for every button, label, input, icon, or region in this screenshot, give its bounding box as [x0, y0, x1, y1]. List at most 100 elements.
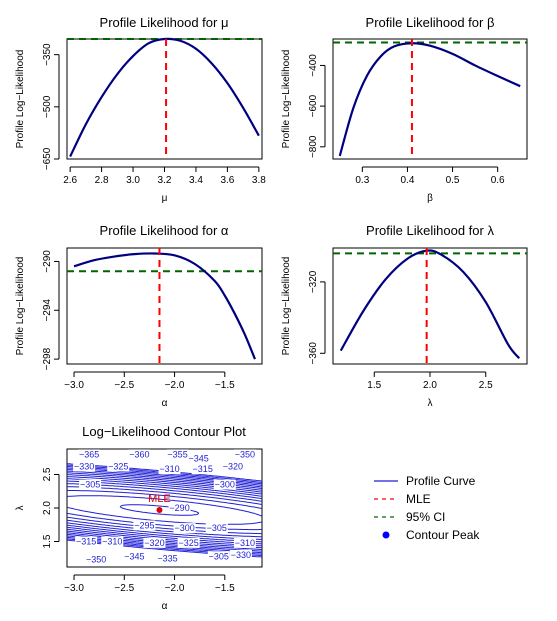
x-tick-label: 1.5 [367, 380, 381, 391]
panel-4: Log−Likelihood Contour Plot −3.0 −2.5 −2.0 −… [15, 424, 263, 612]
x-axis-label: μ [162, 193, 168, 204]
x-tick-label: 0.5 [446, 175, 460, 186]
contour-label: −300 [215, 480, 235, 490]
contour-label-bg [233, 537, 256, 548]
contour-label: −310 [159, 464, 179, 474]
contour-label-bg [158, 464, 181, 475]
x-tick-label: −2.5 [114, 380, 134, 391]
y-tick-label: −800 [308, 135, 319, 158]
contour-label-bg [221, 461, 244, 472]
contour-label-bg [78, 449, 101, 460]
contour-label: −290 [169, 503, 189, 513]
profile-curve [339, 249, 521, 360]
contour-label: −320 [223, 461, 243, 471]
contour-label: −330 [231, 550, 251, 560]
contour-label-bg [73, 461, 96, 472]
x-tick-label: 3.8 [252, 175, 266, 186]
contour-label-bg [207, 551, 230, 562]
x-tick-label: −2.5 [114, 583, 134, 594]
contour-label: −360 [129, 449, 149, 459]
plot-frame [66, 247, 263, 365]
x-tick-label: −3.0 [64, 380, 84, 391]
y-tick-label: −600 [308, 94, 319, 117]
contour-label-bg [123, 551, 146, 562]
y-axis-label: Profile Log−Likelihood [281, 257, 292, 356]
y-tick-label: −350 [42, 43, 53, 66]
x-axis-label: α [162, 601, 168, 612]
x-tick-label: −3.0 [64, 583, 84, 594]
contour-label-bg [168, 503, 191, 513]
contour-label-bg [75, 536, 98, 547]
contour-label-bg [191, 464, 214, 475]
y-tick-label: −298 [42, 347, 53, 370]
contour-label: −295 [134, 520, 154, 530]
contour-label: −350 [235, 449, 255, 459]
contour-label-bg [213, 479, 236, 490]
contour-label: −330 [74, 461, 94, 471]
mle-point [156, 507, 163, 514]
x-tick-label: −2.0 [165, 583, 185, 594]
x-tick-label: −1.5 [215, 380, 235, 391]
contour-label-bg [187, 453, 210, 464]
panel-0: Profile Likelihood for μ 2.6 2.8 3.0 3.2 3.4 3… [15, 15, 266, 204]
profile-curve [69, 37, 260, 158]
contour-label: −310 [102, 537, 122, 547]
contour-label: −305 [207, 523, 227, 533]
contour-label: −350 [86, 555, 106, 565]
y-tick-label: −360 [308, 342, 319, 365]
contour-label-bg [79, 479, 102, 490]
x-axis-label: λ [428, 398, 433, 409]
legend-item: 95% CI [374, 510, 445, 524]
contour-label: −365 [79, 449, 99, 459]
y-tick-label: 1.5 [42, 534, 53, 548]
contour-label-bg [205, 523, 228, 534]
x-axis-label: α [162, 398, 168, 409]
contour-label-bg [166, 449, 189, 460]
contour-label: −300 [174, 523, 194, 533]
contour-label: −345 [189, 453, 209, 463]
y-tick-label: −500 [42, 95, 53, 118]
legend-label: MLE [406, 492, 431, 506]
panel-title: Profile Likelihood for α [100, 223, 229, 238]
contour-label: −325 [178, 538, 198, 548]
panel-title: Profile Likelihood for λ [366, 223, 494, 238]
y-tick-label: −320 [308, 270, 319, 293]
contour-label-bg [143, 537, 166, 548]
panel-3: Profile Likelihood for λ 1.5 2.0 2.5 λ −360 −3… [281, 223, 528, 409]
contour-label-bg [85, 554, 108, 565]
panel-1: Profile Likelihood for β 0.3 0.4 0.5 0.6 β −80… [281, 15, 528, 204]
contour-label: −310 [235, 538, 255, 548]
x-tick-label: 2.8 [95, 175, 109, 186]
plot-frame [332, 247, 528, 365]
panel-title: Profile Likelihood for β [366, 15, 495, 30]
legend-label: 95% CI [406, 510, 445, 524]
legend: Profile Curve MLE 95% CI Contour Peak [374, 474, 480, 542]
x-tick-label: 3.4 [189, 175, 203, 186]
contour-label: −305 [209, 551, 229, 561]
contour-label: −345 [124, 551, 144, 561]
contour-label-bg [107, 461, 130, 472]
contour-label: −325 [108, 461, 128, 471]
legend-label: Profile Curve [406, 474, 476, 488]
contour-label-bg [133, 520, 156, 531]
x-tick-label: 2.6 [63, 175, 77, 186]
contour-label-bg [233, 449, 256, 460]
panel-2: Profile Likelihood for α −3.0 −2.5 −2.0 −1.5… [15, 223, 263, 409]
contour-label-bg [173, 523, 196, 534]
panel-title: Log−Likelihood Contour Plot [82, 424, 246, 439]
contour-label-bg [156, 553, 179, 564]
x-tick-label: 0.3 [355, 175, 369, 186]
plot-frame [332, 38, 528, 160]
x-tick-label: 3.2 [158, 175, 172, 186]
x-tick-label: 2.0 [423, 380, 437, 391]
y-tick-label: −294 [42, 299, 53, 322]
profile-curve [338, 42, 521, 157]
contour-label: −335 [157, 553, 177, 563]
x-tick-label: 0.4 [400, 175, 414, 186]
contour-label-bg [229, 549, 252, 560]
profile-curve [73, 252, 256, 360]
y-axis-label: Profile Log−Likelihood [15, 257, 26, 356]
contour-label: −315 [193, 464, 213, 474]
y-axis-label: λ [15, 506, 26, 511]
